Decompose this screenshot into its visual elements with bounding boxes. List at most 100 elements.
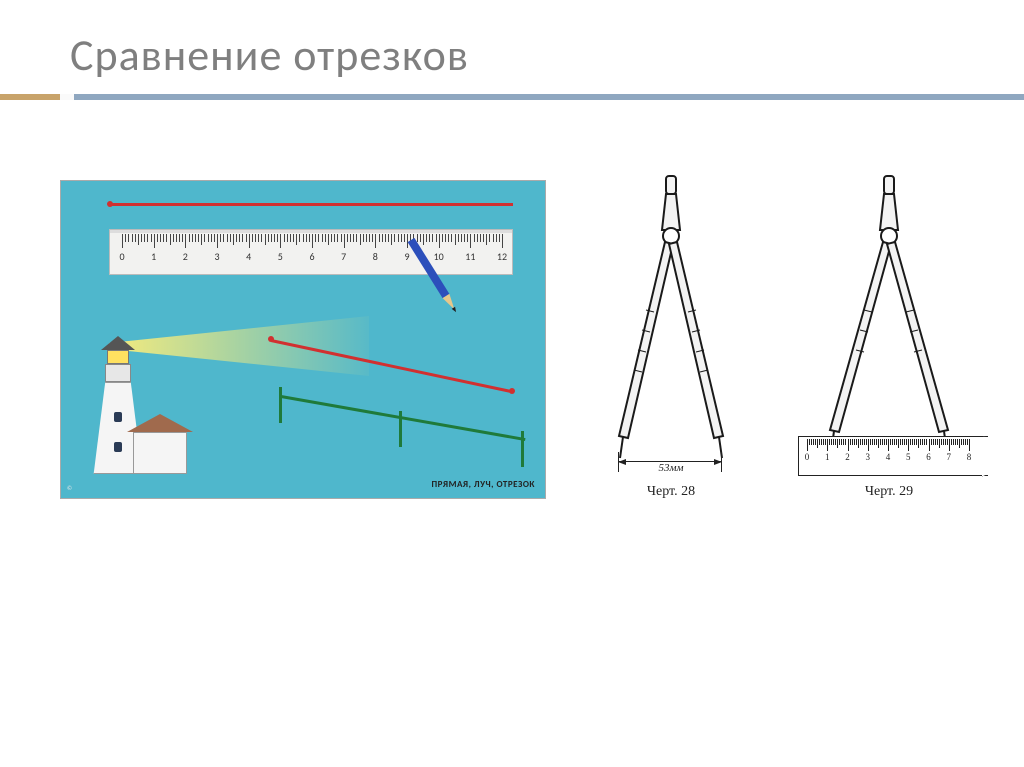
ruler-tick bbox=[809, 439, 810, 445]
ruler-number: 5 bbox=[906, 452, 911, 462]
ruler-tick bbox=[939, 439, 940, 448]
ruler-tick bbox=[125, 234, 126, 242]
ruler-tick bbox=[151, 234, 152, 242]
ruler-tick bbox=[170, 234, 171, 245]
underline-main bbox=[74, 94, 1024, 100]
ruler-tick bbox=[884, 439, 885, 445]
ruler-tick bbox=[173, 234, 174, 242]
ruler-tick bbox=[369, 234, 370, 242]
ruler-tick bbox=[499, 234, 500, 242]
title-block: Сравнение отрезков bbox=[70, 28, 984, 82]
ruler-tick bbox=[831, 439, 832, 445]
content-area: 0123456789101112 bbox=[60, 180, 984, 560]
ruler-number: 7 bbox=[341, 250, 346, 263]
segment-endpoint bbox=[509, 388, 515, 394]
ruler-tick bbox=[920, 439, 921, 445]
ruler-tick bbox=[924, 439, 925, 445]
ruler-number: 4 bbox=[246, 250, 251, 263]
ruler-tick bbox=[144, 234, 145, 242]
ruler-tick bbox=[401, 234, 402, 242]
ruler-tick bbox=[394, 234, 395, 242]
ruler-tick bbox=[926, 439, 927, 445]
ruler-tick bbox=[489, 234, 490, 242]
ruler-tick bbox=[916, 439, 917, 445]
ruler-tick bbox=[906, 439, 907, 445]
ruler-tick bbox=[299, 234, 300, 242]
ruler-tick bbox=[331, 234, 332, 242]
ruler-tick bbox=[848, 439, 849, 451]
ruler-tick bbox=[843, 439, 844, 445]
ruler-tick bbox=[236, 234, 237, 242]
ruler-tick bbox=[866, 439, 867, 445]
ruler-tick bbox=[502, 234, 503, 248]
ruler-tick bbox=[931, 439, 932, 445]
ruler-tick bbox=[900, 439, 901, 445]
ruler-tick bbox=[322, 234, 323, 242]
ruler-tick bbox=[404, 234, 405, 242]
ruler-tick bbox=[182, 234, 183, 242]
ruler-tick bbox=[356, 234, 357, 242]
ruler-tick bbox=[204, 234, 205, 242]
ruler-tick bbox=[882, 439, 883, 445]
ruler-tick bbox=[344, 234, 345, 248]
ruler-tick bbox=[306, 234, 307, 242]
ruler-tick bbox=[360, 234, 361, 245]
ruler-tick bbox=[827, 439, 828, 451]
ruler-tick bbox=[391, 234, 392, 245]
illustration-caption: ПРЯМАЯ, ЛУЧ, ОТРЕЗОК bbox=[432, 479, 535, 490]
ruler-tick bbox=[464, 234, 465, 242]
ruler-tick bbox=[474, 234, 475, 242]
ruler-tick bbox=[239, 234, 240, 242]
ruler-number: 10 bbox=[434, 250, 444, 263]
ruler-tick bbox=[312, 234, 313, 248]
attribution: © bbox=[67, 484, 72, 492]
ruler-tick bbox=[874, 439, 875, 445]
ruler-tick bbox=[480, 234, 481, 242]
ruler-tick bbox=[328, 234, 329, 245]
ruler-tick bbox=[217, 234, 218, 248]
lighthouse-window bbox=[114, 412, 122, 422]
ruler-tick bbox=[445, 234, 446, 242]
ruler-tick bbox=[467, 234, 468, 242]
ruler-tick bbox=[426, 234, 427, 242]
ruler-tick bbox=[872, 439, 873, 445]
ruler-tick bbox=[147, 234, 148, 242]
segment-green bbox=[281, 395, 526, 441]
ruler-tick bbox=[189, 234, 190, 242]
ruler-tick bbox=[864, 439, 865, 445]
line-endpoint bbox=[107, 201, 113, 207]
ruler-tick bbox=[929, 439, 930, 451]
ruler-number: 1 bbox=[151, 250, 156, 263]
ruler-tick bbox=[888, 439, 889, 451]
ruler-tick bbox=[442, 234, 443, 242]
ruler-tick bbox=[854, 439, 855, 445]
ruler-number: 9 bbox=[404, 250, 409, 263]
ruler-tick bbox=[274, 234, 275, 242]
ruler-tick bbox=[833, 439, 834, 445]
ruler-tick bbox=[163, 234, 164, 242]
lighthouse-lamp bbox=[107, 350, 129, 364]
ruler-tick bbox=[969, 439, 970, 451]
ruler-tick bbox=[423, 234, 424, 245]
figure-label: Черт. 29 bbox=[794, 484, 984, 500]
ruler-tick bbox=[458, 234, 459, 242]
ruler-tick bbox=[878, 439, 879, 448]
ruler-tick bbox=[470, 234, 471, 248]
ruler-tick bbox=[870, 439, 871, 445]
ruler-tick bbox=[823, 439, 824, 445]
ruler-tick bbox=[157, 234, 158, 242]
slide: Сравнение отрезков 0123456789101112 bbox=[0, 0, 1024, 767]
ruler-tick bbox=[382, 234, 383, 242]
ruler-tick bbox=[856, 439, 857, 445]
ruler-number: 0 bbox=[119, 250, 124, 263]
ruler: 0123456789101112 bbox=[109, 229, 513, 275]
figure-29: 012345678 Черт. 29 bbox=[794, 170, 984, 500]
ruler-tick bbox=[179, 234, 180, 242]
ruler-tick bbox=[296, 234, 297, 245]
ruler-tick bbox=[265, 234, 266, 245]
ruler-tick bbox=[461, 234, 462, 242]
ruler-tick bbox=[192, 234, 193, 242]
ruler-number: 12 bbox=[497, 250, 507, 263]
ruler-tick bbox=[961, 439, 962, 445]
ruler-tick bbox=[496, 234, 497, 242]
